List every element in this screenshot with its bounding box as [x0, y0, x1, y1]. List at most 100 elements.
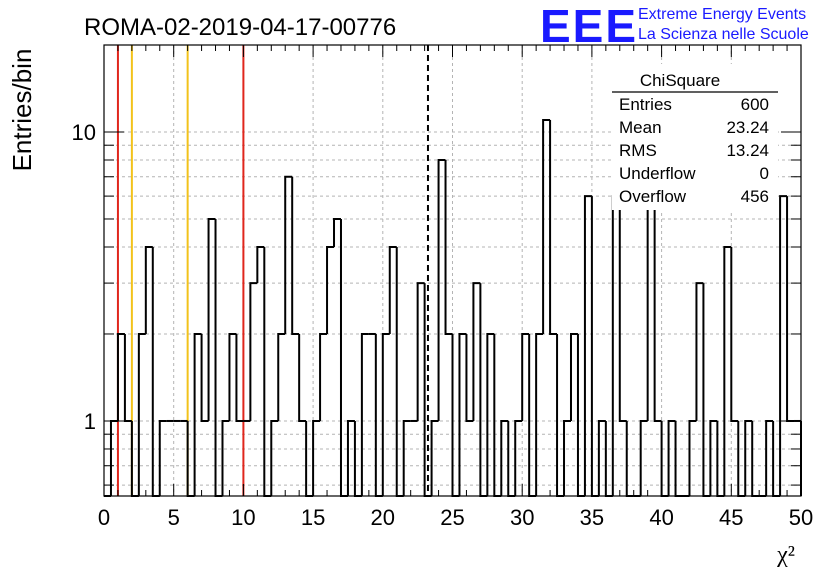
stats-label: Entries	[619, 95, 672, 114]
histogram-bin	[451, 333, 460, 497]
stats-value: 13.24	[726, 141, 769, 160]
histogram-bin	[521, 332, 530, 421]
histogram-bin	[695, 282, 704, 421]
histogram-bin	[381, 332, 390, 496]
histogram-bin	[235, 333, 244, 422]
histogram-bin	[402, 419, 411, 496]
histogram-bin	[458, 332, 467, 496]
histogram-bin	[326, 245, 335, 334]
histogram-bin	[563, 419, 571, 496]
histogram-bin	[486, 332, 495, 496]
histogram-bin	[416, 282, 425, 421]
histogram-bin	[360, 332, 369, 496]
y-axis-label: Entries/bin	[7, 49, 37, 172]
histogram-bin	[319, 332, 328, 421]
stats-title: ChiSquare	[640, 71, 720, 90]
histogram-bin	[270, 419, 279, 496]
stats-label: Underflow	[619, 164, 696, 183]
histogram-bin	[472, 282, 481, 421]
histogram-bin	[137, 332, 146, 496]
stats-value: 600	[741, 95, 769, 114]
x-tick-labels: 0 5 10 15 20 25 30 35 40 45 50	[98, 505, 813, 530]
x-tick-label: 15	[301, 505, 325, 530]
histogram-bin	[374, 333, 383, 497]
histogram-bin	[158, 419, 167, 496]
histogram-bin	[528, 333, 537, 497]
org-name: Extreme Energy Events	[638, 6, 806, 23]
histogram-bin	[576, 333, 585, 497]
histogram-bin	[123, 333, 132, 422]
stats-value: 23.24	[726, 118, 769, 137]
histogram-bin	[346, 419, 355, 496]
histogram-bin	[493, 333, 502, 497]
x-tick-label: 35	[580, 505, 604, 530]
histogram-bin	[200, 333, 209, 422]
x-tick-label: 45	[719, 505, 743, 530]
histogram-bin	[388, 245, 397, 334]
histogram-bin	[688, 419, 697, 496]
x-tick-label: 0	[98, 505, 110, 530]
histogram-bin	[312, 419, 321, 496]
stats-value: 456	[741, 187, 769, 206]
histogram-bin	[263, 246, 272, 497]
histogram-bin	[479, 283, 488, 497]
y-tick-label: 10	[72, 120, 96, 145]
histogram-bin	[228, 332, 237, 421]
histogram-bin	[618, 196, 627, 422]
stats-label: Overflow	[619, 187, 687, 206]
histogram-bin	[193, 332, 202, 496]
histogram-bin	[639, 419, 648, 496]
x-tick-label: 25	[440, 505, 464, 530]
histogram-bin	[556, 333, 565, 497]
histogram-bin	[583, 195, 592, 496]
histogram-bin	[430, 419, 439, 496]
histogram-bin	[395, 246, 404, 497]
histogram-bin	[221, 419, 230, 496]
histogram-bin	[298, 333, 307, 422]
stats-label: Mean	[619, 118, 662, 137]
chart-title: ROMA-02-2019-04-17-00776	[84, 14, 396, 41]
histogram-bin	[646, 195, 655, 421]
histogram-bin	[339, 218, 348, 497]
stats-box-background	[612, 64, 778, 210]
x-axis-label: χ²	[776, 542, 795, 568]
x-tick-label: 50	[789, 505, 813, 530]
histogram-bin	[207, 217, 216, 421]
histogram-bin	[144, 245, 153, 334]
histogram-bin	[542, 119, 551, 334]
histogram-bin	[723, 245, 732, 496]
histogram-bin	[214, 218, 223, 497]
histogram-bin	[667, 419, 676, 496]
stats-label: RMS	[619, 141, 657, 160]
histogram-bin	[291, 176, 300, 335]
histogram-bin	[249, 282, 258, 421]
histogram-bin	[500, 419, 509, 496]
histogram-bin	[611, 195, 620, 496]
histogram-bin	[702, 283, 711, 497]
histogram-bin	[444, 159, 453, 335]
histogram-bin	[437, 158, 446, 421]
histogram-bin	[786, 196, 795, 422]
histogram-bin	[116, 332, 125, 421]
axis-ticks	[103, 45, 802, 496]
histogram-bin	[465, 333, 474, 422]
stats-box: ChiSquare Entries 600 Mean 23.24 RMS 13.…	[612, 64, 778, 210]
histogram-bin	[730, 246, 739, 422]
vertical-markers	[116, 45, 429, 496]
histogram-bin	[514, 419, 523, 496]
histogram-bin	[256, 245, 265, 284]
histogram-bin	[597, 419, 606, 496]
stats-value: 0	[760, 164, 769, 183]
histogram-bin	[653, 196, 662, 422]
histogram-bin	[284, 175, 293, 334]
y-tick-label: 1	[84, 409, 96, 434]
x-tick-label: 40	[649, 505, 673, 530]
histogram-bin	[277, 332, 286, 421]
histogram-bin	[709, 419, 718, 496]
x-tick-label: 20	[371, 505, 395, 530]
histogram-bin	[590, 196, 599, 497]
eee-logo: EEE	[540, 0, 638, 52]
org-tagline: La Scienza nelle Scuole	[638, 26, 809, 43]
x-tick-label: 10	[231, 505, 255, 530]
